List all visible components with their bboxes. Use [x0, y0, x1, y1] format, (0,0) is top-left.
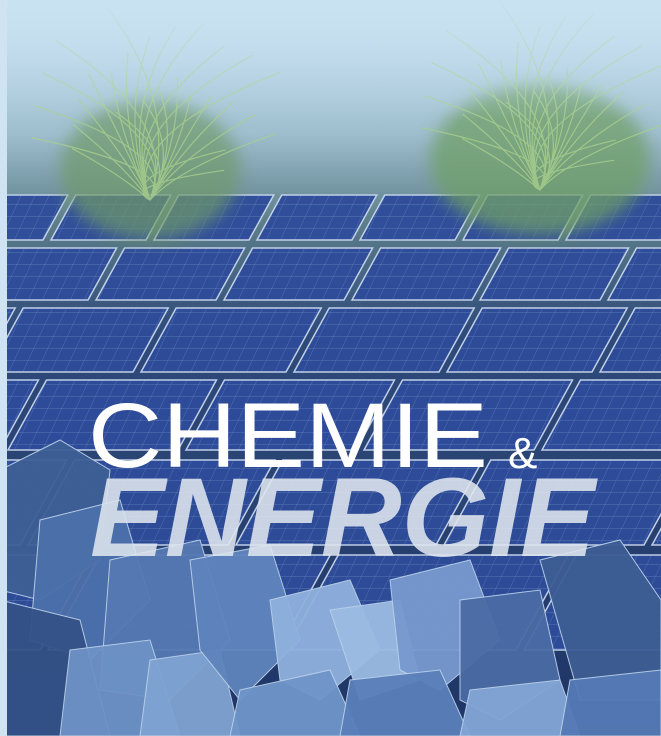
- panel: [292, 307, 476, 373]
- crystal: [539, 539, 661, 701]
- panel: [139, 307, 323, 373]
- panel: [255, 194, 379, 241]
- panel: [362, 379, 574, 451]
- panel: [540, 379, 661, 451]
- grass-strand: [532, 139, 616, 191]
- panel: [222, 247, 374, 301]
- panel: [478, 247, 630, 301]
- crystal: [559, 669, 661, 736]
- crystal: [339, 669, 471, 736]
- grass-strand: [142, 149, 226, 201]
- crystal: [139, 649, 241, 736]
- panel: [442, 459, 661, 546]
- panel: [598, 307, 661, 373]
- panel: [0, 379, 40, 451]
- panel: [94, 247, 246, 301]
- title-line2: ENERGIE: [90, 455, 598, 580]
- panel: [350, 247, 502, 301]
- crystal: [459, 679, 581, 736]
- panel: [606, 247, 661, 301]
- panel: [0, 307, 170, 373]
- left-edge: [0, 0, 7, 736]
- crystals: [0, 439, 661, 736]
- grass-strand: [539, 124, 661, 191]
- panel: [0, 247, 118, 301]
- panel: [445, 307, 629, 373]
- panel: [0, 194, 70, 241]
- panel: [184, 379, 396, 451]
- panel: [234, 459, 485, 546]
- crystal: [189, 544, 301, 701]
- grass-strand: [71, 147, 151, 201]
- panel: [650, 527, 661, 546]
- grass-strand: [149, 133, 276, 201]
- grass-strand: [461, 137, 541, 191]
- title-line1: CHEMIE: [88, 385, 488, 487]
- grass-strand: [149, 113, 256, 201]
- fog: [0, 0, 661, 120]
- grass-strand: [115, 111, 160, 201]
- crystal: [229, 669, 361, 736]
- panel: [6, 379, 218, 451]
- ampersand: &: [508, 429, 537, 478]
